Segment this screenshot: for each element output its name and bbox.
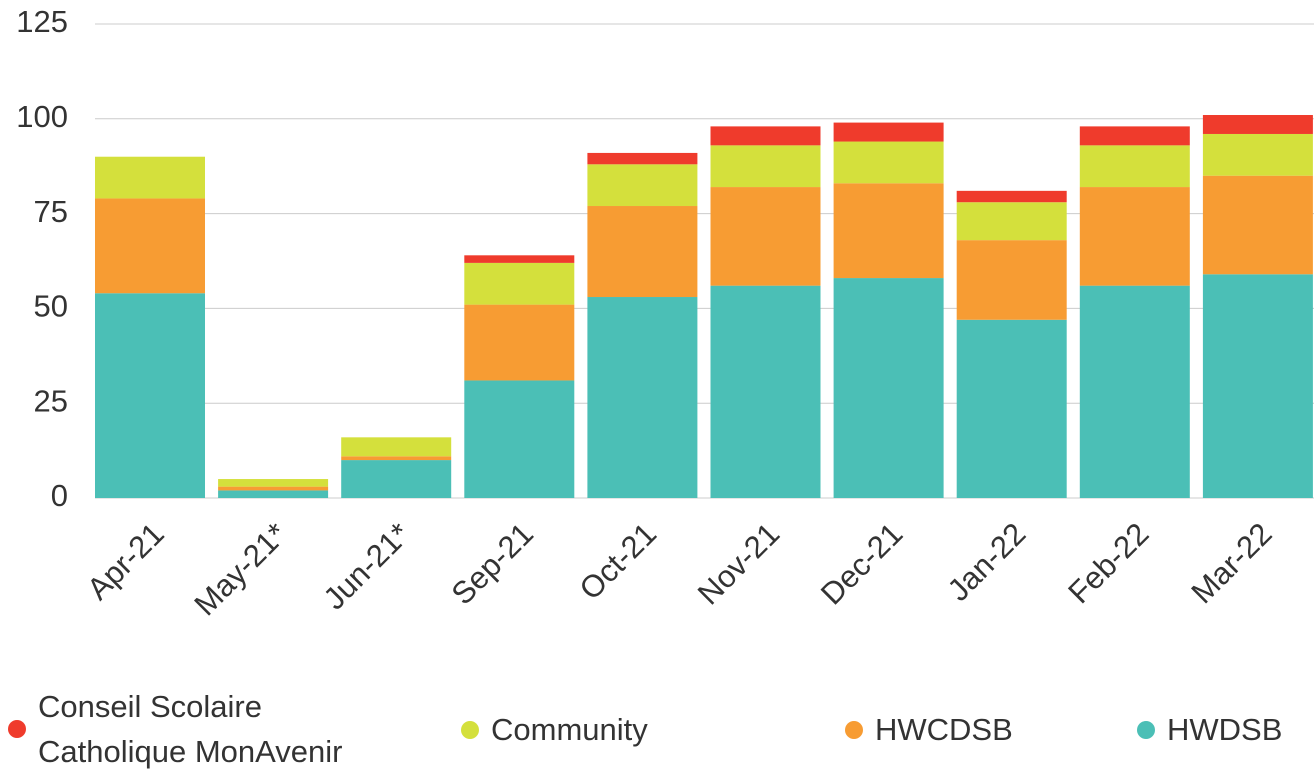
legend-swatch xyxy=(1137,720,1155,739)
bar-segment xyxy=(464,304,575,381)
y-tick-label: 25 xyxy=(34,383,68,418)
bar-segment xyxy=(710,285,821,498)
bar-segment xyxy=(464,255,575,263)
legend-swatch xyxy=(461,720,479,739)
bar-segment xyxy=(833,183,944,279)
bar-segment xyxy=(1079,145,1190,188)
legend-label: HWCDSB xyxy=(875,712,1013,747)
legend-label: Community xyxy=(491,712,648,747)
x-tick-label: Feb-22 xyxy=(1061,516,1155,610)
bar-segment xyxy=(587,206,698,298)
bar-segment xyxy=(341,456,452,461)
bar-segment xyxy=(956,240,1067,320)
x-tick-label: Jan-22 xyxy=(941,516,1033,608)
bar-segment xyxy=(1202,115,1313,134)
y-tick-label: 75 xyxy=(34,194,68,229)
bar-segment xyxy=(341,437,452,457)
legend-item: HWDSB xyxy=(1137,707,1282,752)
legend-item: Conseil Scolaire Catholique MonAvenir xyxy=(8,684,388,774)
bar-segment xyxy=(587,297,698,498)
bar-segment xyxy=(95,198,205,294)
x-tick-label: Dec-21 xyxy=(814,516,909,611)
legend-swatch xyxy=(8,720,26,738)
y-tick-label: 50 xyxy=(34,289,68,324)
x-tick-label: Nov-21 xyxy=(691,516,786,611)
x-tick-label: Apr-21 xyxy=(80,516,171,607)
bar-segment xyxy=(587,152,698,165)
y-tick-label: 125 xyxy=(16,4,68,39)
bar-segment xyxy=(218,479,329,487)
bar-segment xyxy=(833,122,944,142)
bar-segment xyxy=(710,145,821,188)
bar-segment xyxy=(1202,274,1313,498)
bar-segment xyxy=(1079,126,1190,146)
bar-segment xyxy=(218,486,329,491)
bar-segment xyxy=(1202,175,1313,275)
bar-segment xyxy=(710,187,821,286)
bar-segment xyxy=(1079,285,1190,498)
y-tick-label: 0 xyxy=(51,478,68,513)
bar-segment xyxy=(341,460,452,498)
bar-segment xyxy=(95,156,205,199)
x-tick-label: Jun-21* xyxy=(317,516,417,616)
bar-segment xyxy=(710,126,821,146)
bar-segment xyxy=(587,164,698,207)
bar-segment xyxy=(833,141,944,184)
legend-item: HWCDSB xyxy=(845,707,1013,752)
bar-segment xyxy=(1202,133,1313,176)
x-tick-label: May-21* xyxy=(187,516,293,622)
bar-segment xyxy=(464,262,575,305)
bar-segment xyxy=(218,490,329,498)
legend-label: HWDSB xyxy=(1167,712,1283,747)
bar-segment xyxy=(956,319,1067,498)
x-tick-label: Sep-21 xyxy=(445,516,540,611)
bar-segment xyxy=(956,202,1067,241)
legend-item: Community xyxy=(461,707,648,752)
y-tick-label: 100 xyxy=(16,99,68,134)
bar-segment xyxy=(833,278,944,498)
legend-swatch xyxy=(845,720,863,739)
bar-segment xyxy=(464,380,575,498)
bar-segment xyxy=(95,293,205,498)
bar-segment xyxy=(956,190,1067,203)
x-tick-label: Oct-21 xyxy=(573,516,664,607)
x-tick-label: Mar-22 xyxy=(1184,516,1278,610)
bar-segment xyxy=(1079,187,1190,286)
legend-label: Conseil Scolaire Catholique MonAvenir xyxy=(38,689,343,769)
